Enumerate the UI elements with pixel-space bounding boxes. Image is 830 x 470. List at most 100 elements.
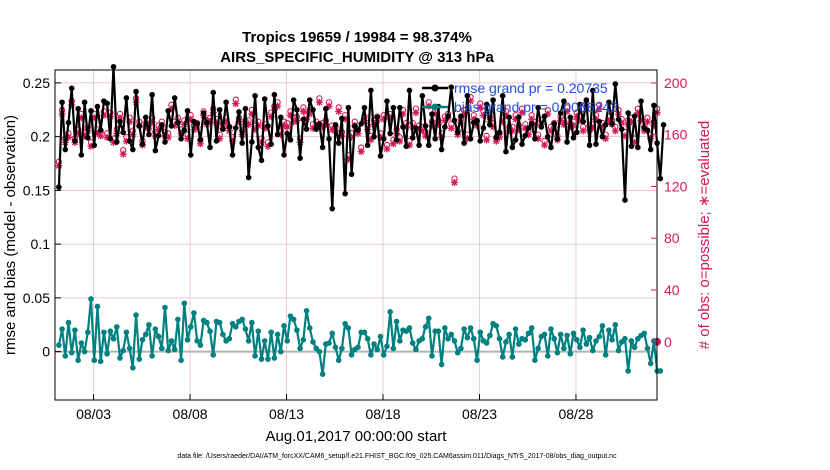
bias-point bbox=[615, 347, 622, 354]
rmse-point bbox=[580, 118, 586, 125]
rmse-point bbox=[313, 126, 319, 132]
rmse-point bbox=[294, 106, 300, 113]
x-tick-label: 08/28 bbox=[558, 406, 593, 422]
rmse-point bbox=[91, 142, 98, 149]
rmse-point bbox=[110, 63, 117, 70]
obs-evaluated-stroke bbox=[602, 135, 609, 142]
rmse-point bbox=[467, 135, 474, 142]
rmse-point bbox=[387, 130, 393, 137]
x-tick-label: 08/13 bbox=[269, 406, 304, 422]
bias-point bbox=[461, 326, 467, 332]
bias-point bbox=[641, 330, 648, 337]
bias-point bbox=[516, 341, 522, 347]
bias-point bbox=[397, 338, 403, 344]
bias-point bbox=[56, 342, 62, 348]
bias-point bbox=[252, 353, 258, 359]
rmse-point bbox=[339, 115, 345, 122]
rmse-point bbox=[602, 122, 609, 128]
plot-frame bbox=[54, 69, 658, 401]
bias-point bbox=[454, 349, 461, 356]
rmse-point bbox=[226, 124, 233, 130]
obs-evaluated-stroke bbox=[528, 116, 535, 123]
rmse-point bbox=[400, 124, 406, 130]
bias-point bbox=[371, 341, 377, 347]
rmse-point bbox=[204, 119, 210, 126]
rmse-point bbox=[242, 105, 249, 112]
rmse-point bbox=[271, 91, 278, 98]
bias-point bbox=[220, 331, 226, 338]
bias-point bbox=[146, 321, 152, 328]
rmse-point bbox=[532, 135, 538, 142]
bias-point bbox=[487, 332, 493, 339]
rmse-point bbox=[583, 97, 590, 103]
obs-evaluated-marker bbox=[611, 127, 619, 135]
bias-point bbox=[91, 357, 98, 364]
bias-point bbox=[339, 345, 345, 352]
rmse-point bbox=[506, 114, 512, 121]
rmse-point bbox=[374, 114, 381, 121]
bias-point bbox=[532, 357, 538, 364]
y-right-tick-label: 120 bbox=[664, 178, 688, 194]
rmse-point bbox=[284, 130, 291, 137]
rmse-point bbox=[409, 134, 416, 141]
rmse-point bbox=[564, 139, 570, 145]
bias-point bbox=[342, 320, 348, 327]
obs-evaluated-marker bbox=[476, 104, 484, 112]
rmse-point bbox=[113, 139, 120, 145]
obs-evaluated-stroke bbox=[448, 125, 455, 132]
bias-point bbox=[271, 355, 278, 361]
bias-point bbox=[535, 345, 541, 352]
chart-title-line1: Tropics 19659 / 19984 = 98.374% bbox=[242, 29, 472, 46]
bias-point bbox=[326, 340, 332, 346]
rmse-point bbox=[104, 100, 110, 107]
bias-point bbox=[496, 335, 503, 342]
bias-point bbox=[493, 323, 500, 329]
bias-point bbox=[168, 338, 175, 344]
y-right-tick-label: 200 bbox=[664, 75, 688, 91]
bias-point bbox=[589, 347, 596, 354]
obs-evaluated-stroke bbox=[412, 109, 419, 116]
rmse-point bbox=[551, 120, 557, 127]
bias-point bbox=[204, 319, 210, 326]
obs-evaluated-marker bbox=[528, 115, 536, 123]
rmse-point bbox=[136, 123, 143, 129]
bias-point bbox=[216, 319, 223, 326]
rmse-point bbox=[451, 117, 458, 124]
rmse-point bbox=[493, 134, 500, 141]
bias-point bbox=[438, 361, 445, 368]
bias-point bbox=[107, 328, 114, 335]
obs-evaluated-stroke bbox=[644, 118, 651, 125]
rmse-point bbox=[297, 155, 303, 161]
rmse-point bbox=[458, 113, 464, 120]
series-layer bbox=[56, 63, 667, 378]
bias-point bbox=[68, 349, 75, 356]
bias-point bbox=[155, 333, 162, 340]
obs-evaluated-stroke bbox=[300, 108, 307, 115]
bias-point bbox=[445, 335, 451, 342]
bias-point bbox=[477, 329, 484, 336]
rmse-point bbox=[425, 142, 432, 149]
bias-point bbox=[139, 337, 146, 343]
bias-point bbox=[284, 338, 291, 344]
bias-point bbox=[88, 296, 94, 302]
rmse-point bbox=[120, 129, 126, 136]
rmse-point bbox=[480, 125, 487, 131]
rmse-point bbox=[216, 106, 223, 113]
rmse-point bbox=[232, 125, 239, 131]
bias-point bbox=[178, 357, 184, 364]
rmse-point bbox=[123, 95, 130, 101]
bias-point bbox=[602, 352, 609, 358]
rmse-point bbox=[323, 105, 329, 112]
rmse-point bbox=[361, 104, 368, 111]
bias-point bbox=[390, 345, 397, 352]
bias-point bbox=[181, 300, 188, 307]
bias-point bbox=[335, 357, 342, 364]
bias-point bbox=[207, 328, 213, 335]
bias-point bbox=[261, 338, 268, 344]
rmse-point bbox=[380, 135, 387, 142]
rmse-point bbox=[528, 120, 535, 127]
bias-point bbox=[422, 324, 429, 330]
bias-point bbox=[657, 368, 664, 374]
y-right-tick-label: 40 bbox=[664, 282, 680, 298]
